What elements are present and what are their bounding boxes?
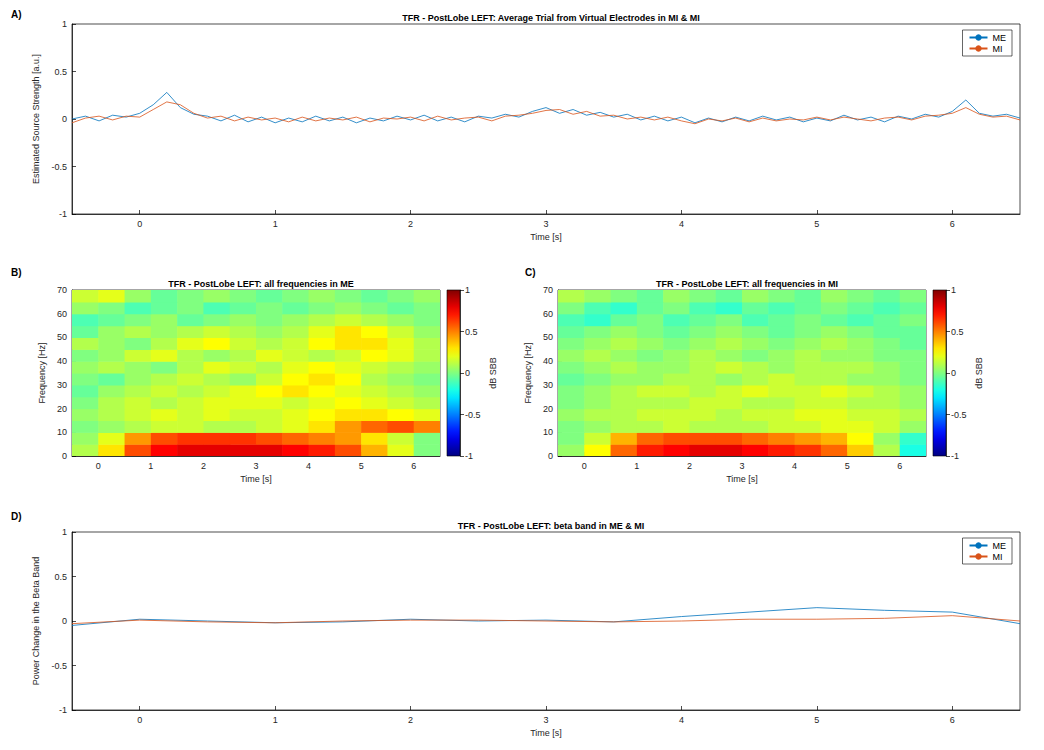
svg-text:Estimated Source Strength [a.u: Estimated Source Strength [a.u.] bbox=[31, 54, 41, 184]
svg-text:50: 50 bbox=[543, 332, 553, 342]
svg-text:5: 5 bbox=[359, 461, 364, 471]
svg-text:0: 0 bbox=[548, 451, 553, 461]
svg-text:TFR - PostLobe LEFT: all frequ: TFR - PostLobe LEFT: all frequencies in … bbox=[168, 279, 354, 289]
svg-text:TFR - PostLobe LEFT: Average T: TFR - PostLobe LEFT: Average Trial from … bbox=[402, 13, 700, 23]
svg-text:1: 1 bbox=[62, 527, 67, 537]
svg-text:Time [s]: Time [s] bbox=[726, 474, 758, 484]
svg-text:-0.5: -0.5 bbox=[51, 162, 67, 172]
svg-text:Time [s]: Time [s] bbox=[530, 728, 562, 738]
svg-text:30: 30 bbox=[57, 380, 67, 390]
svg-text:1: 1 bbox=[273, 219, 278, 229]
svg-text:5: 5 bbox=[814, 715, 819, 725]
svg-text:Time [s]: Time [s] bbox=[240, 474, 272, 484]
svg-text:1: 1 bbox=[62, 19, 67, 29]
svg-text:TFR - PostLobe LEFT: beta band: TFR - PostLobe LEFT: beta band in ME & M… bbox=[458, 521, 645, 531]
svg-text:-1: -1 bbox=[59, 705, 67, 715]
svg-text:Time [s]: Time [s] bbox=[530, 232, 562, 242]
svg-text:4: 4 bbox=[792, 461, 797, 471]
svg-text:0.5: 0.5 bbox=[951, 327, 964, 337]
svg-text:0: 0 bbox=[137, 219, 142, 229]
svg-text:50: 50 bbox=[57, 332, 67, 342]
svg-text:0: 0 bbox=[951, 368, 956, 378]
svg-text:ME: ME bbox=[993, 541, 1007, 551]
svg-text:2: 2 bbox=[408, 715, 413, 725]
svg-text:5: 5 bbox=[845, 461, 850, 471]
svg-text:6: 6 bbox=[897, 461, 902, 471]
svg-text:2: 2 bbox=[687, 461, 692, 471]
svg-text:1: 1 bbox=[951, 285, 956, 295]
svg-text:0: 0 bbox=[62, 114, 67, 124]
svg-text:ME: ME bbox=[993, 33, 1007, 43]
svg-text:-1: -1 bbox=[59, 209, 67, 219]
svg-text:0: 0 bbox=[62, 451, 67, 461]
svg-text:6: 6 bbox=[950, 715, 955, 725]
svg-text:0.5: 0.5 bbox=[54, 67, 67, 77]
svg-text:10: 10 bbox=[57, 427, 67, 437]
svg-text:D): D) bbox=[11, 511, 22, 522]
svg-text:-0.5: -0.5 bbox=[951, 410, 967, 420]
svg-text:40: 40 bbox=[543, 356, 553, 366]
svg-text:6: 6 bbox=[411, 461, 416, 471]
svg-text:C): C) bbox=[525, 267, 536, 278]
svg-text:B): B) bbox=[11, 267, 22, 278]
svg-text:2: 2 bbox=[201, 461, 206, 471]
svg-text:30: 30 bbox=[543, 380, 553, 390]
svg-text:4: 4 bbox=[306, 461, 311, 471]
svg-text:5: 5 bbox=[814, 219, 819, 229]
svg-text:3: 3 bbox=[543, 219, 548, 229]
svg-text:0: 0 bbox=[465, 368, 470, 378]
svg-text:Frequency [Hz]: Frequency [Hz] bbox=[523, 342, 533, 403]
svg-text:-1: -1 bbox=[465, 451, 473, 461]
svg-text:40: 40 bbox=[57, 356, 67, 366]
svg-text:0: 0 bbox=[582, 461, 587, 471]
svg-text:dB SBB: dB SBB bbox=[974, 357, 984, 389]
svg-text:1: 1 bbox=[465, 285, 470, 295]
svg-text:0: 0 bbox=[62, 616, 67, 626]
svg-text:3: 3 bbox=[739, 461, 744, 471]
svg-text:20: 20 bbox=[57, 404, 67, 414]
svg-text:-1: -1 bbox=[951, 451, 959, 461]
svg-text:60: 60 bbox=[543, 309, 553, 319]
svg-text:Power Change in the Beta Band: Power Change in the Beta Band bbox=[31, 557, 41, 686]
svg-text:dB SBB: dB SBB bbox=[488, 357, 498, 389]
svg-text:0.5: 0.5 bbox=[465, 327, 478, 337]
svg-text:0: 0 bbox=[96, 461, 101, 471]
svg-text:70: 70 bbox=[57, 285, 67, 295]
svg-text:Frequency [Hz]: Frequency [Hz] bbox=[37, 342, 47, 403]
svg-text:A): A) bbox=[11, 9, 22, 20]
svg-text:-0.5: -0.5 bbox=[51, 661, 67, 671]
svg-text:1: 1 bbox=[634, 461, 639, 471]
svg-text:6: 6 bbox=[950, 219, 955, 229]
svg-text:MI: MI bbox=[993, 44, 1003, 54]
svg-text:4: 4 bbox=[679, 219, 684, 229]
svg-text:70: 70 bbox=[543, 285, 553, 295]
svg-text:3: 3 bbox=[543, 715, 548, 725]
svg-text:TFR - PostLobe LEFT: all frequ: TFR - PostLobe LEFT: all frequencies in … bbox=[656, 279, 838, 289]
svg-text:10: 10 bbox=[543, 427, 553, 437]
svg-text:1: 1 bbox=[148, 461, 153, 471]
svg-text:3: 3 bbox=[253, 461, 258, 471]
svg-text:1: 1 bbox=[273, 715, 278, 725]
svg-text:20: 20 bbox=[543, 404, 553, 414]
svg-text:MI: MI bbox=[993, 552, 1003, 562]
svg-text:-0.5: -0.5 bbox=[465, 410, 481, 420]
svg-text:4: 4 bbox=[679, 715, 684, 725]
svg-text:2: 2 bbox=[408, 219, 413, 229]
svg-text:60: 60 bbox=[57, 309, 67, 319]
svg-text:0.5: 0.5 bbox=[54, 572, 67, 582]
svg-text:0: 0 bbox=[137, 715, 142, 725]
